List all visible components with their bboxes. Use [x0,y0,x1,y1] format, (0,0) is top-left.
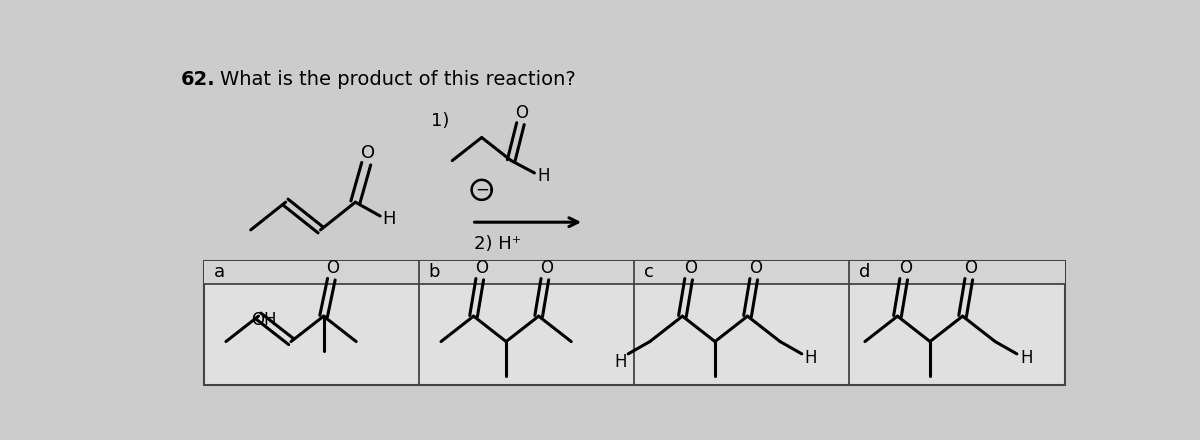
Text: O: O [326,260,340,277]
Text: c: c [643,263,654,281]
Text: O: O [749,260,762,277]
Text: O: O [540,260,553,277]
Text: −: − [475,181,488,199]
Text: H: H [1020,349,1032,367]
Text: a: a [214,263,224,281]
Text: O: O [361,144,374,162]
Text: O: O [899,260,912,277]
Text: O: O [684,260,697,277]
Text: b: b [428,263,440,281]
Text: O: O [475,260,488,277]
Text: OH: OH [252,311,277,329]
Text: H: H [805,349,817,367]
Bar [204,260,1064,284]
Bar [204,260,1064,385]
Text: H: H [614,352,626,370]
Text: H: H [383,210,396,228]
Text: What is the product of this reaction?: What is the product of this reaction? [220,70,576,89]
Text: O: O [964,260,977,277]
Text: 1): 1) [431,112,449,129]
Text: H: H [538,167,550,185]
Text: 62.: 62. [181,70,216,89]
Text: 2) H⁺: 2) H⁺ [474,235,521,253]
Text: O: O [516,104,528,122]
Text: d: d [859,263,870,281]
